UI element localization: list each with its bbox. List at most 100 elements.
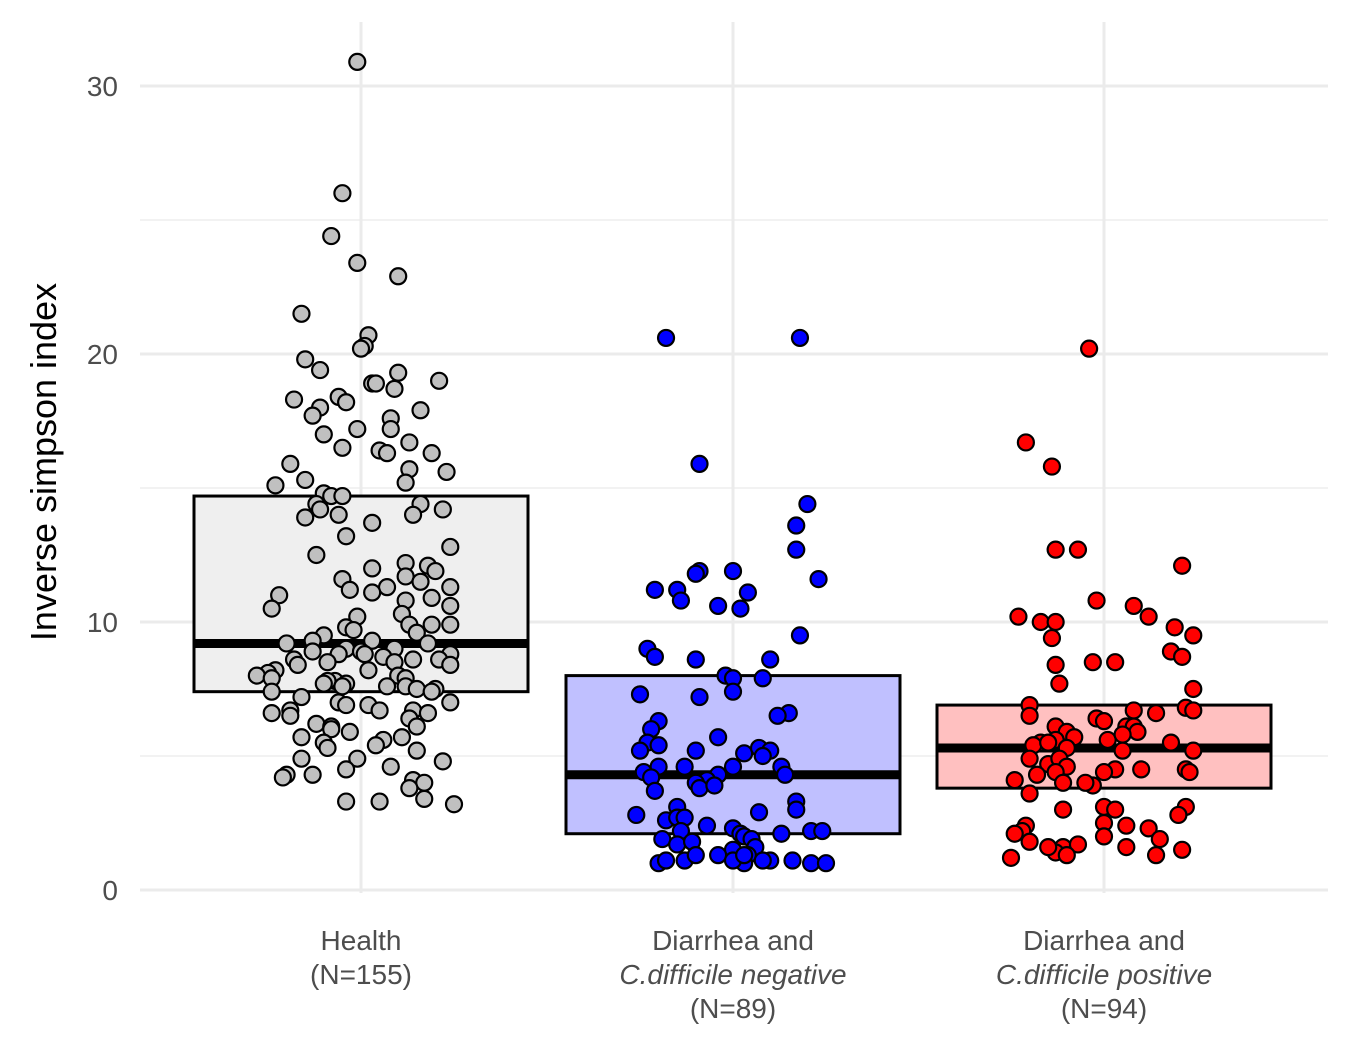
data-point: [281, 706, 300, 725]
data-point: [645, 580, 664, 599]
data-point: [403, 505, 423, 524]
data-point: [396, 567, 415, 586]
data-point: [1031, 612, 1050, 632]
data-point: [303, 765, 322, 784]
data-point: [671, 591, 691, 610]
data-point: [296, 470, 315, 490]
data-point: [1001, 848, 1021, 867]
data-point: [270, 586, 289, 605]
data-point: [1169, 805, 1188, 825]
data-point: [1117, 838, 1136, 857]
data-point: [370, 701, 389, 720]
data-point: [377, 444, 397, 463]
data-point: [645, 781, 664, 800]
data-point: [366, 736, 385, 755]
data-point: [363, 559, 382, 578]
data-point: [686, 741, 705, 760]
data-point: [649, 736, 668, 755]
data-point: [761, 650, 780, 669]
data-point: [433, 500, 452, 519]
data-point: [1005, 771, 1024, 790]
data-point: [675, 757, 694, 776]
data-point: [318, 653, 337, 672]
data-point: [266, 476, 285, 495]
data-point: [441, 596, 460, 616]
y-tick-label: 10: [87, 607, 118, 638]
data-point: [1076, 773, 1095, 792]
data-point: [686, 650, 705, 669]
data-point: [787, 800, 806, 819]
data-point: [273, 768, 292, 787]
data-point: [656, 328, 676, 348]
data-point: [351, 339, 371, 358]
data-point: [753, 851, 772, 870]
data-point: [735, 744, 754, 763]
data-point: [381, 419, 400, 439]
data-point: [627, 805, 646, 825]
data-point: [1057, 846, 1076, 865]
data-point: [407, 717, 426, 736]
data-point: [281, 454, 300, 473]
data-point: [735, 846, 754, 865]
data-point: [1184, 701, 1203, 720]
data-point: [307, 714, 326, 733]
data-point: [775, 765, 795, 784]
data-point: [1009, 607, 1028, 626]
data-point: [247, 666, 266, 685]
data-point: [1068, 835, 1088, 854]
data-point: [1046, 540, 1065, 559]
y-tick-label: 20: [87, 339, 118, 370]
data-point: [731, 599, 750, 618]
data-point: [1053, 800, 1073, 819]
data-point: [749, 803, 769, 822]
data-point: [1027, 765, 1047, 784]
data-point: [1184, 679, 1203, 699]
data-point: [441, 578, 460, 597]
data-point: [645, 647, 664, 666]
data-point: [430, 371, 449, 390]
data-point: [296, 350, 315, 369]
data-point: [403, 650, 423, 669]
data-point: [1173, 840, 1192, 859]
data-point: [441, 655, 460, 674]
data-point: [1039, 733, 1058, 752]
data-point: [422, 615, 441, 634]
data-point: [690, 454, 709, 473]
data-point: [392, 728, 412, 747]
data-point: [441, 537, 460, 557]
data-point: [1106, 800, 1125, 819]
data-point: [802, 854, 821, 873]
data-point: [389, 267, 408, 286]
data-point: [1113, 725, 1132, 744]
data-point: [1020, 749, 1039, 768]
data-point: [370, 792, 389, 811]
data-point: [366, 374, 385, 393]
x-tick-label: (N=94): [1061, 993, 1147, 1024]
data-point: [307, 545, 326, 565]
data-point: [422, 588, 441, 607]
data-point: [314, 674, 333, 693]
data-point: [437, 462, 456, 482]
data-point: [337, 760, 356, 779]
data-point: [1150, 829, 1169, 849]
data-point: [1113, 741, 1132, 760]
data-point: [262, 682, 281, 701]
data-point: [333, 184, 352, 203]
data-point: [348, 419, 367, 439]
data-point: [441, 693, 460, 712]
data-point: [262, 599, 281, 618]
data-point: [296, 508, 315, 527]
data-point: [686, 846, 705, 865]
y-tick-label: 30: [87, 71, 118, 102]
data-point: [1117, 816, 1136, 835]
data-point: [333, 677, 352, 696]
data-point: [798, 494, 817, 514]
data-point: [310, 500, 330, 519]
data-point: [1087, 591, 1106, 610]
data-point: [340, 722, 359, 741]
data-point: [389, 363, 408, 382]
data-point: [344, 620, 363, 640]
data-point: [318, 738, 337, 758]
data-point: [630, 685, 650, 704]
data-point: [348, 52, 367, 71]
